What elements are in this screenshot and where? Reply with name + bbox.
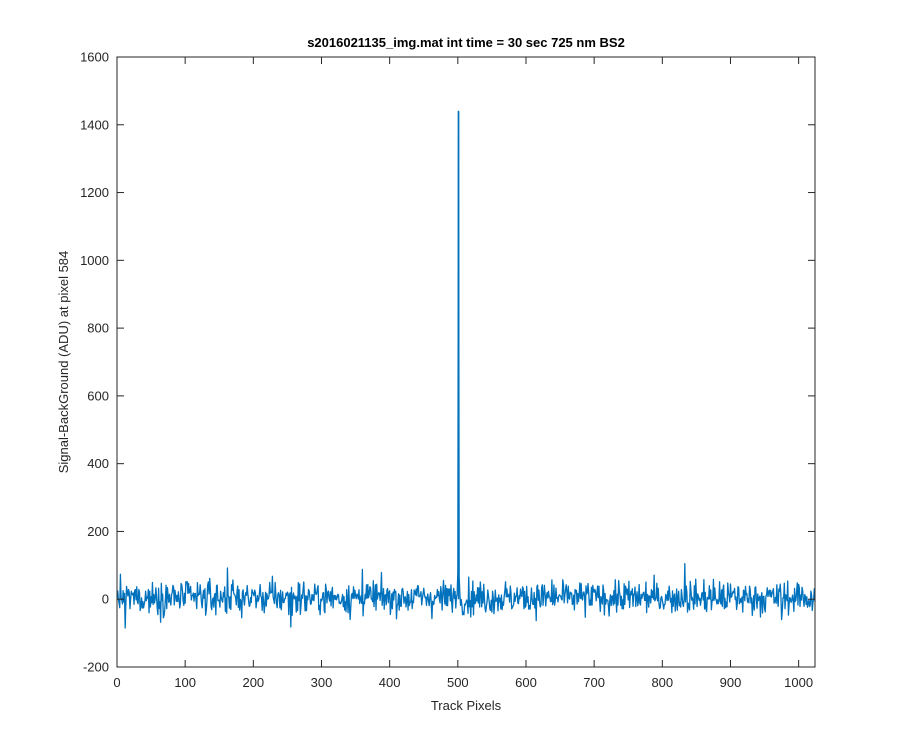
y-axis-label: Signal-BackGround (ADU) at pixel 584: [56, 251, 71, 474]
y-tick-label: 800: [87, 321, 109, 336]
y-tick-label: 1200: [80, 185, 109, 200]
plot-area: [117, 57, 815, 667]
series-layer: [117, 110, 816, 629]
y-tick-label: 600: [87, 388, 109, 403]
y-tick-label: 1000: [80, 253, 109, 268]
y-tick-label: 1600: [80, 50, 109, 65]
y-tick-label: 200: [87, 524, 109, 539]
y-tick-label: -200: [83, 660, 109, 675]
x-tick-label: 100: [174, 675, 196, 690]
x-tick-label: 0: [113, 675, 120, 690]
y-tick-label: 1400: [80, 117, 109, 132]
x-tick-label: 600: [515, 675, 537, 690]
x-tick-label: 900: [720, 675, 742, 690]
x-tick-label: 300: [311, 675, 333, 690]
axes-layer: [116, 56, 816, 668]
x-tick-label: 500: [447, 675, 469, 690]
x-tick-label: 800: [651, 675, 673, 690]
x-tick-label: 200: [242, 675, 264, 690]
axes-box: [116, 56, 816, 668]
y-tick-label: 0: [102, 592, 109, 607]
y-tick-label: 400: [87, 456, 109, 471]
ticks-layer: 0 100 200 300 400 500 600 700 800 900 1000 -200 0 200…: [80, 50, 815, 690]
series-line: [117, 110, 816, 629]
x-axis-label: Track Pixels: [431, 698, 502, 713]
x-tick-label: 400: [379, 675, 401, 690]
x-tick-label: 1000: [784, 675, 813, 690]
x-tick-label: 700: [583, 675, 605, 690]
chart-title: s2016021135_img.mat int time = 30 sec 72…: [307, 35, 625, 50]
